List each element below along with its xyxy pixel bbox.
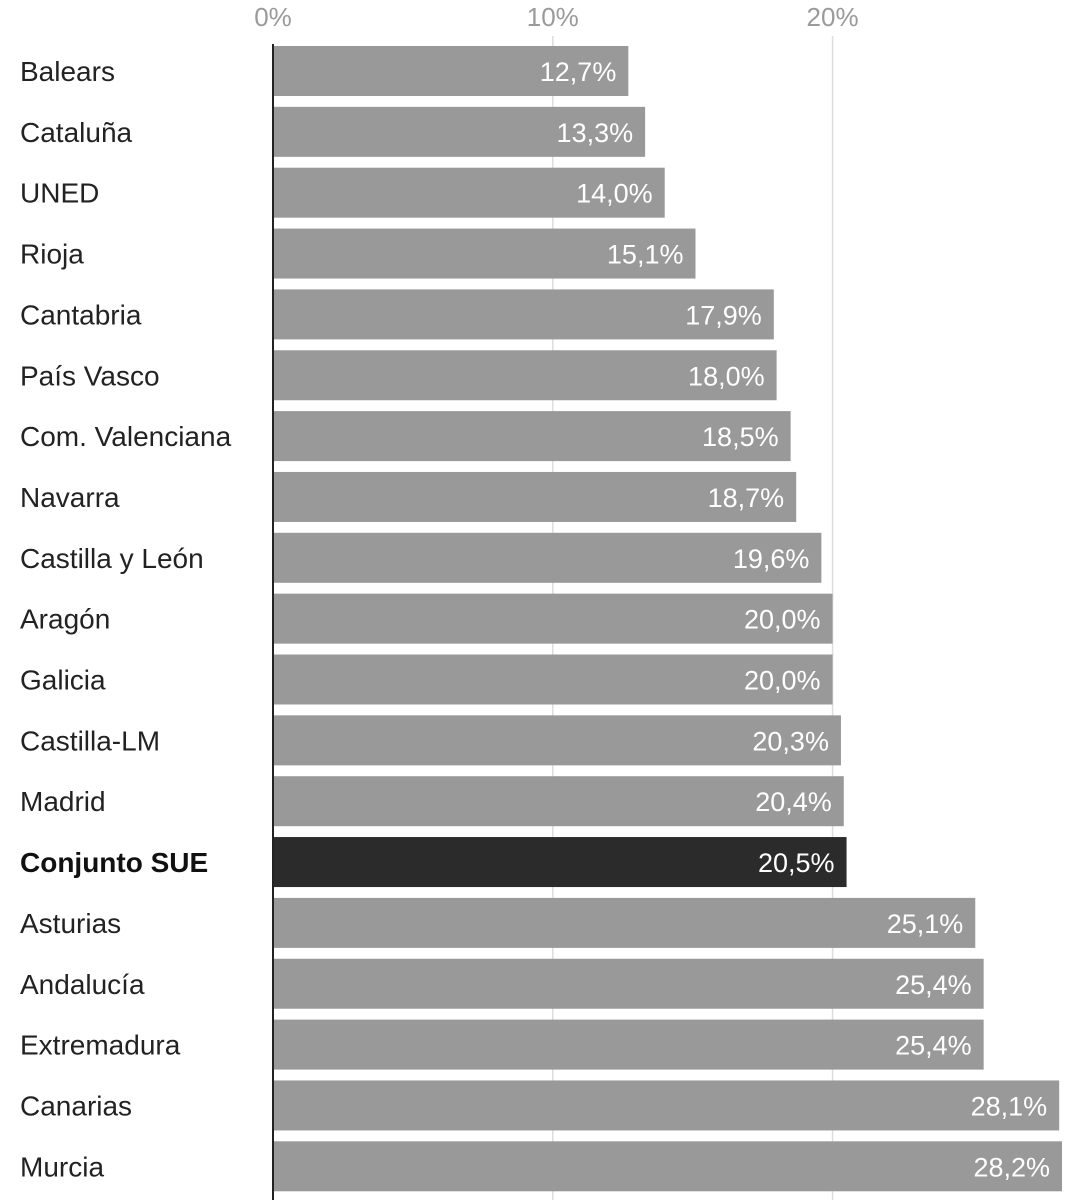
bar — [273, 1019, 984, 1070]
category-label: Asturias — [20, 908, 121, 939]
x-axis-ticks: 0% 10% 20% — [254, 2, 858, 32]
bar — [273, 715, 841, 766]
category-label: Com. Valenciana — [20, 421, 232, 452]
value-label: 13,3% — [557, 118, 634, 148]
bar — [273, 350, 777, 401]
bar — [273, 289, 774, 340]
category-label: País Vasco — [20, 360, 160, 391]
value-label: 15,1% — [607, 240, 684, 270]
bar — [273, 46, 629, 96]
value-label: 18,0% — [688, 361, 765, 391]
bar — [273, 471, 797, 522]
category-label: Castilla-LM — [20, 725, 160, 756]
category-label: Madrid — [20, 786, 106, 817]
bar — [273, 228, 696, 279]
bar — [273, 411, 791, 462]
x-tick-label: 10% — [527, 2, 579, 32]
category-labels: Balears Cataluña UNED Rioja Cantabria País Va… — [20, 56, 232, 1182]
bar — [273, 776, 844, 827]
bar — [273, 106, 646, 157]
category-label: Canarias — [20, 1090, 132, 1121]
value-label: 20,5% — [758, 848, 835, 878]
value-label: 20,0% — [744, 666, 821, 696]
category-label: Castilla y León — [20, 543, 204, 574]
category-label: Cantabria — [20, 299, 142, 330]
value-label: 20,3% — [752, 726, 829, 756]
bar — [273, 167, 665, 218]
bar — [273, 1141, 1062, 1192]
category-label: Balears — [20, 56, 115, 87]
value-label: 25,4% — [895, 970, 972, 1000]
value-label: 18,5% — [702, 422, 779, 452]
value-label: 17,9% — [685, 300, 762, 330]
category-label: Andalucía — [20, 969, 145, 1000]
category-label: Extremadura — [20, 1030, 181, 1061]
category-label: Aragón — [20, 604, 110, 635]
value-labels: 12,7% 13,3% 14,0% 15,1%17,9% 18,0% 18,5% 18,7%… — [540, 57, 1050, 1182]
value-label: 28,1% — [971, 1091, 1048, 1121]
category-label: Navarra — [20, 482, 120, 513]
bar — [273, 593, 833, 644]
value-label: 20,4% — [755, 787, 832, 817]
category-label: UNED — [20, 178, 99, 209]
bar — [273, 532, 822, 583]
bars — [273, 46, 1062, 1192]
value-label: 20,0% — [744, 605, 821, 635]
value-label: 28,2% — [973, 1152, 1050, 1182]
value-label: 12,7% — [540, 57, 617, 87]
category-label: Cataluña — [20, 117, 133, 148]
bar — [273, 958, 984, 1009]
x-tick-label: 20% — [807, 2, 859, 32]
category-label: Galicia — [20, 665, 106, 696]
bar — [273, 897, 976, 948]
value-label: 25,1% — [887, 909, 964, 939]
value-label: 19,6% — [733, 544, 810, 574]
category-label: Murcia — [20, 1151, 104, 1182]
category-label: Conjunto SUE — [20, 847, 208, 878]
category-label: Rioja — [20, 239, 84, 270]
bar — [273, 1080, 1060, 1131]
value-label: 14,0% — [576, 179, 653, 209]
value-label: 18,7% — [708, 483, 785, 513]
bar — [273, 837, 847, 888]
value-label: 25,4% — [895, 1031, 972, 1061]
bar — [273, 654, 833, 705]
x-tick-label: 0% — [254, 2, 292, 32]
